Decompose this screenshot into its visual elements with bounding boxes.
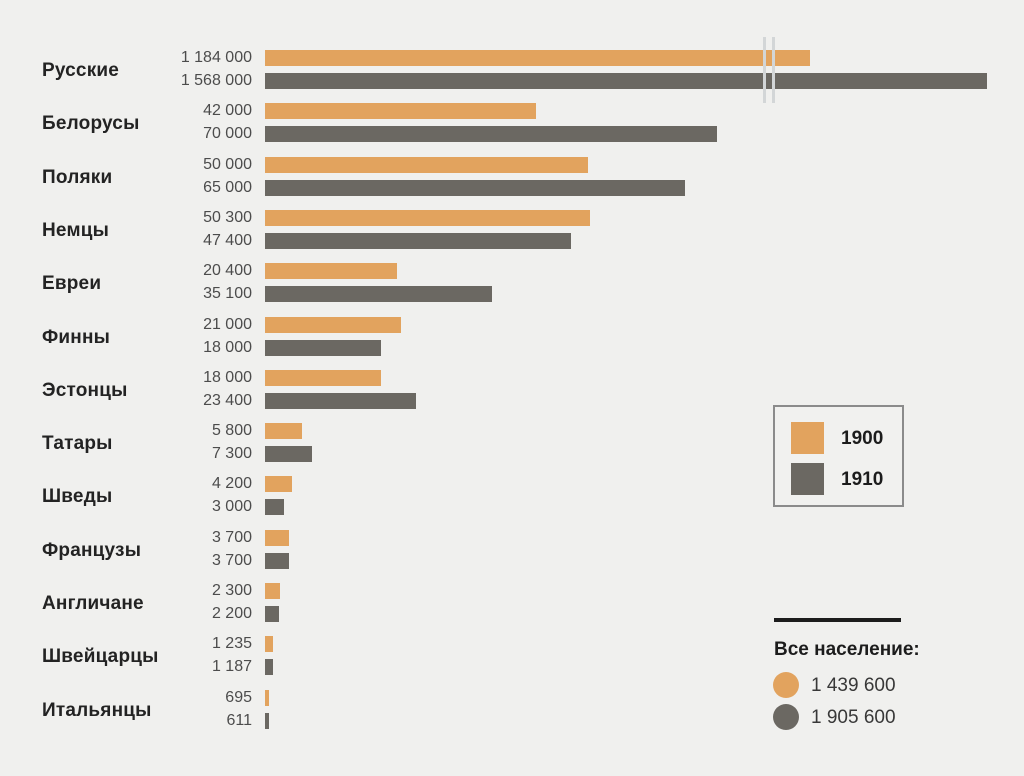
value-label-1900: 695 — [225, 688, 252, 706]
value-label-1900: 2 300 — [211, 582, 252, 599]
value-label-1900: 5 800 — [211, 422, 252, 440]
value-label-1900: 50 300 — [203, 208, 252, 226]
bar-1910 — [265, 659, 273, 676]
chart-row: Итальянцы 695 611 — [0, 688, 1024, 729]
bar-1900 — [265, 103, 536, 120]
value-label-1910: 3 700 — [211, 551, 252, 569]
chart-row: Поляки 50 000 65 000 — [0, 155, 1024, 196]
value-label-1910: 23 400 — [203, 391, 252, 409]
bar-1900 — [265, 423, 302, 440]
chart-row: Русские 1 184 000 1 568 000 — [0, 37, 1024, 103]
bar-1900 — [265, 529, 289, 546]
totals-divider — [774, 618, 901, 622]
bar-1910 — [265, 552, 289, 569]
category-label: Эстонцы — [42, 379, 128, 401]
value-label-1910: 3 000 — [211, 498, 252, 516]
value-label-1900: 50 000 — [203, 155, 252, 173]
bar-1900 — [265, 156, 588, 173]
category-label: Французы — [42, 539, 142, 561]
category-label: Швейцарцы — [42, 646, 159, 668]
value-label-1900: 3 700 — [211, 528, 252, 546]
totals-heading: Все население: — [774, 639, 920, 660]
category-label: Поляки — [42, 166, 113, 188]
bar-1910 — [265, 286, 492, 303]
value-label-1900: 21 000 — [203, 315, 252, 333]
bar-1910 — [265, 712, 269, 729]
value-label-1910: 70 000 — [203, 125, 252, 143]
bar-1900 — [265, 209, 590, 226]
bar-1910 — [265, 339, 381, 356]
bar-1900 — [265, 476, 292, 493]
value-label-1900: 18 000 — [203, 368, 252, 386]
category-label: Итальянцы — [42, 699, 152, 721]
totals-value-1900: 1 439 600 — [811, 675, 896, 696]
chart-row: Белорусы 42 000 70 000 — [0, 102, 1024, 143]
bar-1900 — [265, 689, 269, 706]
axis-break-marker — [763, 37, 766, 103]
bar-1900 — [265, 583, 280, 599]
bar-1910 — [265, 606, 279, 622]
value-label-1900: 1 235 — [211, 635, 252, 653]
bar-1900 — [265, 50, 810, 66]
bar-1910 — [265, 446, 312, 463]
bar-1900 — [265, 316, 401, 333]
chart-row: Французы 3 700 3 700 — [0, 528, 1024, 569]
bar-1910 — [265, 392, 416, 409]
category-label: Немцы — [42, 219, 109, 241]
bar-1910 — [265, 126, 717, 143]
chart-row: Немцы 50 300 47 400 — [0, 208, 1024, 249]
bar-1900 — [265, 263, 397, 280]
chart-row: Шведы 4 200 3 000 — [0, 475, 1024, 516]
value-label-1910: 35 100 — [203, 285, 252, 303]
legend-swatch-1900 — [791, 422, 824, 454]
value-label-1910: 47 400 — [203, 231, 252, 249]
category-label: Русские — [42, 60, 120, 81]
totals-dot-1900 — [773, 672, 799, 698]
totals-dot-1910 — [773, 704, 799, 730]
chart-row: Евреи 20 400 35 100 — [0, 262, 1024, 303]
bar-1910 — [265, 179, 685, 196]
chart-row: Эстонцы 18 000 23 400 — [0, 368, 1024, 409]
value-label-1910: 7 300 — [211, 445, 252, 463]
chart-row: Татары 5 800 7 300 — [0, 422, 1024, 463]
value-label-1910: 2 200 — [211, 605, 252, 622]
value-label-1900: 4 200 — [211, 475, 252, 493]
legend-swatch-1910 — [791, 463, 824, 495]
chart-row: Финны 21 000 18 000 — [0, 315, 1024, 356]
bar-1910 — [265, 73, 987, 89]
value-label-1910: 18 000 — [203, 338, 252, 356]
bar-1900 — [265, 636, 273, 653]
legend-label-1910: 1910 — [841, 469, 884, 490]
value-label-1910: 611 — [226, 711, 252, 729]
category-label: Татары — [42, 433, 113, 455]
bar-1910 — [265, 232, 571, 249]
category-label: Белорусы — [42, 113, 140, 135]
value-label-1900: 20 400 — [203, 262, 252, 280]
axis-break-marker — [772, 37, 775, 103]
value-label-1910: 1 568 000 — [180, 72, 252, 89]
totals-value-1910: 1 905 600 — [811, 707, 896, 728]
bar-1910 — [265, 499, 284, 516]
chart-row: Швейцарцы 1 235 1 187 — [0, 635, 1024, 676]
chart-row: Англичане 2 300 2 200 — [0, 582, 1024, 622]
value-label-1910: 65 000 — [203, 178, 252, 196]
legend-label-1900: 1900 — [841, 428, 884, 449]
value-label-1910: 1 187 — [211, 658, 252, 676]
category-label: Финны — [42, 326, 111, 348]
category-label: Англичане — [42, 593, 144, 614]
value-label-1900: 1 184 000 — [180, 49, 252, 66]
legend: 1900 1910 — [773, 405, 904, 507]
bar-1900 — [265, 369, 381, 386]
value-label-1900: 42 000 — [203, 102, 252, 120]
category-label: Евреи — [42, 273, 102, 295]
category-label: Шведы — [42, 486, 113, 508]
